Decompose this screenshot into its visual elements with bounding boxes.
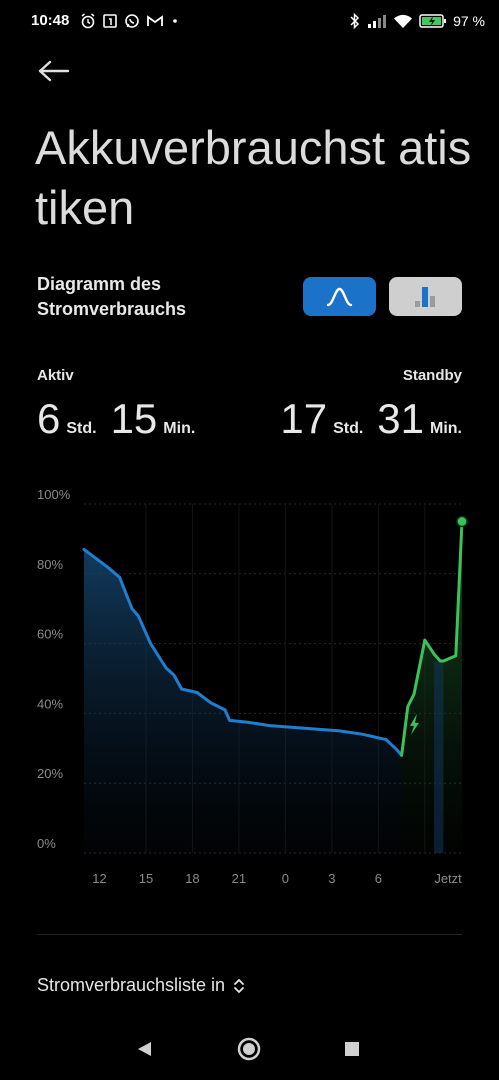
page-title: Akkuverbrauchst atistiken [35,121,472,234]
diagram-title-line1: Diagramm des [37,274,162,294]
standby-hours: 17 [280,395,328,442]
active-minutes-unit: Min. [163,420,196,437]
battery-charging-icon [419,14,447,28]
diagram-title-line2: Stromverbrauchs [37,299,187,319]
standby-minutes-unit: Min. [430,420,462,437]
navigation-bar [138,1037,359,1061]
system-icons: 97 % [349,11,485,31]
wifi-icon [394,14,413,28]
battery-chart: 100% 80% 60% 40% 20% 0% 12 15 18 21 0 3 6 Jetzt [37,490,468,886]
active-hours: 6 [37,395,61,442]
active-duration: 6 Std. 15 Min. [37,395,195,445]
lightning-icon [409,713,419,735]
active-hours-unit: Std. [66,420,97,437]
y-tick-label: 100% [37,490,71,502]
current-level-dot [456,515,468,528]
bar-chart-icon [415,287,435,307]
line-chart-toggle[interactable] [303,277,376,316]
x-tick-label: 0 [282,871,289,886]
y-tick-label: 60% [37,627,63,642]
x-tick-label: 3 [328,871,335,886]
discharge-line [82,547,404,757]
notification-icons [80,11,180,31]
standby-minutes: 31 [377,395,424,442]
standby-duration: 17 Std. 31 Min. [280,395,462,445]
x-tick-label: 6 [375,871,382,886]
back-arrow-icon[interactable] [36,56,72,86]
whatsapp-icon [125,14,139,28]
signal-icon [368,15,387,28]
active-minutes: 15 [110,395,158,442]
divider [37,934,462,935]
status-bar: 10:48 97 % [0,0,499,42]
bar-chart-toggle[interactable] [389,277,462,316]
sort-chevron-icon [234,978,244,993]
alarm-icon [81,13,95,29]
dot-icon [173,19,177,23]
bluetooth-icon [350,12,360,30]
charge-area [401,521,462,853]
standby-hours-unit: Std. [333,420,364,437]
battery-percent: 97 % [453,13,485,29]
calendar-icon [103,14,117,28]
standby-label: Standby [402,367,462,384]
discharge-area [84,549,402,853]
usage-list-title: Stromverbrauchsliste in [37,975,226,995]
curve-icon [326,287,353,307]
status-time: 10:48 [31,12,70,29]
y-tick-label: 0% [37,836,56,851]
x-tick-label: Jetzt [434,871,462,886]
x-tick-label: 15 [139,871,153,886]
usage-list-selector[interactable]: Stromverbrauchsliste in [37,975,245,996]
active-label: Aktiv [37,367,74,384]
back-triangle-icon[interactable] [138,1042,151,1056]
y-tick-label: 40% [37,696,63,711]
y-tick-label: 20% [37,766,63,781]
charge-line [400,519,464,757]
x-tick-label: 12 [92,871,106,886]
diagram-title: Diagramm des Stromverbrauchs [37,272,267,322]
gmail-icon [147,15,163,26]
recents-square-icon[interactable] [345,1042,359,1056]
x-tick-label: 21 [232,871,246,886]
y-tick-label: 80% [37,557,63,572]
home-circle-icon[interactable] [237,1037,261,1061]
x-tick-label: 18 [185,871,199,886]
standby-overlay [434,661,444,853]
